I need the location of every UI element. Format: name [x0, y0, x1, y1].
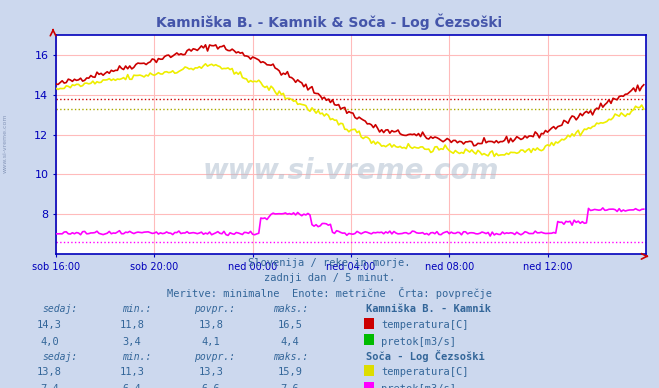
Text: maks.:: maks.:	[273, 304, 308, 314]
Text: 13,8: 13,8	[37, 367, 62, 377]
Text: 6,6: 6,6	[202, 384, 220, 388]
Text: 14,3: 14,3	[37, 320, 62, 330]
Text: 11,3: 11,3	[119, 367, 144, 377]
Text: zadnji dan / 5 minut.: zadnji dan / 5 minut.	[264, 273, 395, 283]
Text: 6,4: 6,4	[123, 384, 141, 388]
Text: www.si-vreme.com: www.si-vreme.com	[203, 157, 499, 185]
Text: pretok[m3/s]: pretok[m3/s]	[381, 336, 456, 346]
Text: 4,0: 4,0	[40, 336, 59, 346]
Text: maks.:: maks.:	[273, 352, 308, 362]
Text: Soča - Log Čezsoški: Soča - Log Čezsoški	[366, 350, 484, 362]
Text: 3,4: 3,4	[123, 336, 141, 346]
Text: temperatura[C]: temperatura[C]	[381, 320, 469, 330]
Text: Meritve: minimalne  Enote: metrične  Črta: povprečje: Meritve: minimalne Enote: metrične Črta:…	[167, 287, 492, 299]
Text: min.:: min.:	[122, 304, 152, 314]
Text: 13,8: 13,8	[198, 320, 223, 330]
Text: povpr.:: povpr.:	[194, 304, 235, 314]
Text: min.:: min.:	[122, 352, 152, 362]
Text: 7,6: 7,6	[281, 384, 299, 388]
Text: Kamniška B. - Kamnik: Kamniška B. - Kamnik	[366, 304, 491, 314]
Text: 4,1: 4,1	[202, 336, 220, 346]
Text: Slovenija / reke in morje.: Slovenija / reke in morje.	[248, 258, 411, 268]
Text: 15,9: 15,9	[277, 367, 302, 377]
Text: sedaj:: sedaj:	[43, 352, 78, 362]
Text: 13,3: 13,3	[198, 367, 223, 377]
Text: povpr.:: povpr.:	[194, 352, 235, 362]
Text: 16,5: 16,5	[277, 320, 302, 330]
Text: pretok[m3/s]: pretok[m3/s]	[381, 384, 456, 388]
Text: temperatura[C]: temperatura[C]	[381, 367, 469, 377]
Text: Kamniška B. - Kamnik & Soča - Log Čezsoški: Kamniška B. - Kamnik & Soča - Log Čezsoš…	[156, 14, 503, 30]
Text: sedaj:: sedaj:	[43, 304, 78, 314]
Text: www.si-vreme.com: www.si-vreme.com	[3, 114, 8, 173]
Text: 11,8: 11,8	[119, 320, 144, 330]
Text: 4,4: 4,4	[281, 336, 299, 346]
Text: 7,4: 7,4	[40, 384, 59, 388]
